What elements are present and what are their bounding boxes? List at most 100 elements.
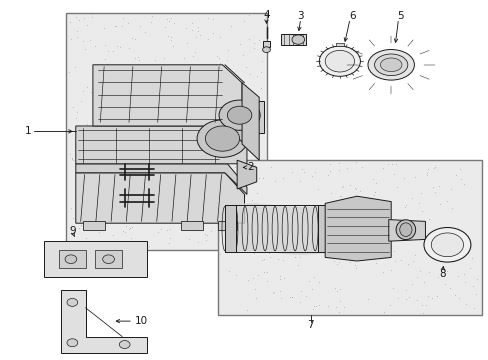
Point — [254, 175, 262, 181]
Point — [426, 233, 434, 239]
Point — [111, 108, 119, 113]
Point — [193, 125, 201, 131]
Point — [341, 238, 349, 244]
Point — [186, 67, 194, 73]
Circle shape — [219, 100, 260, 130]
Point — [122, 206, 130, 212]
Point — [248, 109, 256, 114]
Point — [247, 232, 255, 238]
Point — [258, 58, 265, 64]
Point — [138, 128, 145, 134]
Point — [249, 275, 257, 280]
Point — [296, 288, 304, 293]
Point — [371, 261, 379, 266]
Polygon shape — [93, 65, 242, 144]
Point — [333, 261, 341, 267]
Point — [188, 148, 196, 153]
Point — [386, 302, 393, 308]
Point — [230, 199, 238, 205]
Point — [125, 45, 133, 50]
Point — [85, 226, 93, 232]
Polygon shape — [76, 164, 246, 194]
Point — [73, 28, 81, 34]
Point — [177, 220, 185, 226]
Point — [184, 222, 192, 228]
Point — [275, 273, 283, 279]
Point — [88, 139, 96, 145]
Point — [127, 161, 135, 166]
Point — [119, 15, 126, 21]
Point — [223, 202, 230, 208]
Point — [167, 34, 175, 40]
Point — [163, 16, 170, 22]
Point — [339, 184, 346, 189]
Point — [89, 217, 97, 223]
Point — [115, 66, 122, 71]
Point — [173, 219, 181, 225]
Point — [257, 85, 264, 91]
Point — [98, 82, 105, 88]
Point — [441, 226, 449, 232]
Circle shape — [319, 46, 360, 76]
Point — [246, 71, 254, 77]
Point — [427, 234, 435, 240]
Point — [389, 285, 397, 291]
Point — [72, 14, 80, 20]
Point — [161, 24, 169, 30]
Point — [399, 175, 407, 181]
Point — [323, 231, 331, 237]
Point — [232, 244, 240, 250]
Circle shape — [197, 120, 247, 157]
Point — [92, 99, 100, 104]
Point — [402, 297, 409, 302]
Point — [311, 225, 319, 231]
Point — [451, 249, 459, 255]
Point — [198, 70, 206, 76]
Point — [86, 37, 94, 43]
Point — [412, 297, 420, 303]
Point — [68, 156, 76, 162]
Point — [387, 161, 395, 166]
Point — [254, 95, 262, 101]
Point — [170, 20, 178, 26]
Point — [392, 184, 400, 190]
Point — [126, 146, 134, 152]
Point — [240, 104, 247, 109]
Point — [202, 180, 209, 185]
Point — [240, 229, 247, 235]
Point — [305, 278, 312, 284]
Ellipse shape — [374, 54, 407, 76]
Point — [325, 168, 333, 174]
Point — [191, 71, 199, 76]
Point — [358, 164, 366, 170]
Point — [149, 200, 157, 206]
Point — [212, 136, 220, 141]
Point — [450, 292, 458, 298]
Point — [290, 205, 298, 211]
Point — [239, 19, 247, 24]
Point — [325, 161, 333, 167]
Point — [137, 165, 144, 170]
Point — [391, 161, 399, 167]
Point — [69, 104, 77, 109]
Point — [453, 273, 461, 279]
Point — [440, 281, 447, 287]
Point — [447, 205, 455, 211]
Point — [263, 278, 270, 284]
Point — [135, 57, 142, 63]
Point — [251, 295, 259, 301]
Point — [244, 36, 252, 42]
Point — [442, 198, 450, 204]
Point — [93, 173, 101, 179]
Point — [203, 15, 211, 21]
Point — [169, 43, 177, 49]
Point — [454, 295, 462, 301]
Point — [72, 163, 80, 168]
Point — [180, 55, 188, 61]
Ellipse shape — [395, 220, 415, 240]
Point — [323, 303, 331, 309]
Point — [230, 164, 238, 170]
Circle shape — [262, 47, 270, 53]
Text: 5: 5 — [397, 11, 404, 21]
Point — [153, 229, 161, 235]
